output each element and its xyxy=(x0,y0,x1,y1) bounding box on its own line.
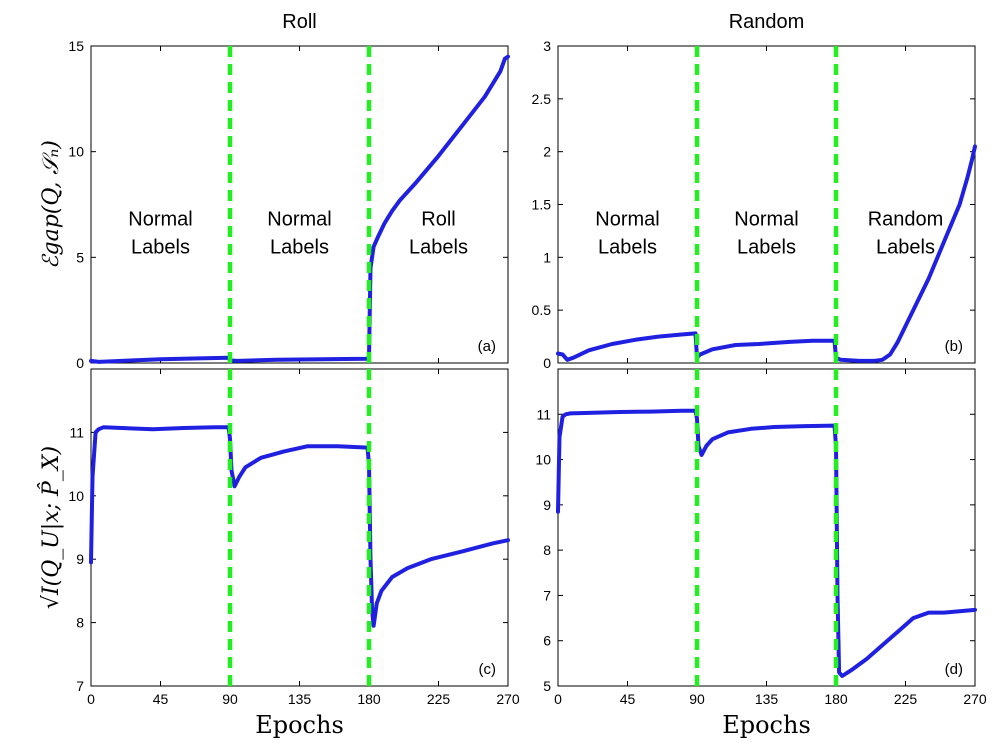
panel-b-ytick-label: 3 xyxy=(543,38,551,54)
panel-c-xlabel: Epochs xyxy=(255,711,344,739)
panel-b-region-label: Normal xyxy=(595,209,659,231)
panel-d-tag: (d) xyxy=(945,661,963,678)
panel-d-xtick-label: 270 xyxy=(963,691,987,707)
panel-b-ytick-label: 2.5 xyxy=(532,91,552,107)
panel-d-xtick-label: 180 xyxy=(824,691,848,707)
panel-b-region-label: Labels xyxy=(598,237,657,259)
panel-b-ytick-label: 0 xyxy=(543,355,551,371)
panel-c-ytick-label: 10 xyxy=(68,488,84,504)
panel-c-series-line xyxy=(89,425,510,628)
panel-c-xtick-label: 0 xyxy=(87,691,95,707)
panel-a-region-label: Normal xyxy=(128,209,192,231)
panel-c-ytick-label: 8 xyxy=(76,615,84,631)
panel-d-ytick-label: 9 xyxy=(543,497,551,513)
panel-c-ytick-label: 7 xyxy=(76,678,84,694)
column-title-2: Random xyxy=(729,11,805,33)
panel-d-xlabel: Epochs xyxy=(722,711,811,739)
panel-d-xtick-label: 90 xyxy=(689,691,705,707)
panel-b-series-line xyxy=(556,144,977,363)
panel-d-axes xyxy=(557,368,976,687)
panel-c-xtick-label: 225 xyxy=(427,691,451,707)
panel-d-ytick-label: 6 xyxy=(543,633,551,649)
panel-d-series-line xyxy=(556,408,977,678)
panel-b-region-label: Normal xyxy=(734,209,798,231)
panel-d-xtick-label: 225 xyxy=(894,691,918,707)
panel-b-tag: (b) xyxy=(945,338,963,355)
panel-a-region-label: Normal xyxy=(267,209,331,231)
row-ylabel-1: ℰgap(Q, 𝒮ₙ) xyxy=(39,140,64,269)
panel-c-xtick-label: 135 xyxy=(288,691,312,707)
panel-b-ytick-label: 0.5 xyxy=(532,302,552,318)
panel-c-axes xyxy=(90,368,509,687)
panel-c-ytick-label: 9 xyxy=(76,551,84,567)
panel-b-ytick-label: 1.5 xyxy=(532,197,552,213)
panel-d-ytick-label: 7 xyxy=(543,587,551,603)
panel-a-tag: (a) xyxy=(478,338,496,355)
panel-c-tag: (c) xyxy=(479,661,497,678)
panel-a-ytick-label: 5 xyxy=(76,249,84,265)
panel-c-xtick-label: 90 xyxy=(222,691,238,707)
panel-d-xtick-label: 45 xyxy=(620,691,636,707)
panel-d-ytick-label: 11 xyxy=(536,406,551,422)
panel-a-axes xyxy=(90,45,509,364)
panel-a-region-label: Labels xyxy=(131,237,190,259)
panel-c-ytick-label: 11 xyxy=(69,424,84,440)
panel-a-ytick-label: 0 xyxy=(76,355,84,371)
panel-d-xtick-label: 0 xyxy=(554,691,562,707)
panel-a-region-label: Roll xyxy=(421,209,455,231)
panel-b-ytick-label: 1 xyxy=(543,249,551,265)
panel-a-region-label: Labels xyxy=(270,237,329,259)
panel-d-ytick-label: 5 xyxy=(543,678,551,694)
panel-a-region-label: Labels xyxy=(409,237,468,259)
panel-a-ytick-label: 15 xyxy=(68,38,84,54)
column-title-1: Roll xyxy=(282,11,316,33)
panel-d-ytick-label: 8 xyxy=(543,542,551,558)
panel-a-ytick-label: 10 xyxy=(68,144,84,160)
panel-c-xtick-label: 270 xyxy=(496,691,520,707)
panel-b-region-label: Random xyxy=(868,209,944,231)
row-ylabel-2: √I(Q_U|x; P̂_X) xyxy=(38,446,64,609)
panel-b-region-label: Labels xyxy=(737,237,796,259)
panel-b-ytick-label: 2 xyxy=(543,144,551,160)
panel-c-xtick-label: 180 xyxy=(357,691,381,707)
panel-b-region-label: Labels xyxy=(876,237,935,259)
panel-d-ytick-label: 10 xyxy=(535,452,551,468)
panel-d-xtick-label: 135 xyxy=(755,691,779,707)
panel-c-xtick-label: 45 xyxy=(153,691,169,707)
